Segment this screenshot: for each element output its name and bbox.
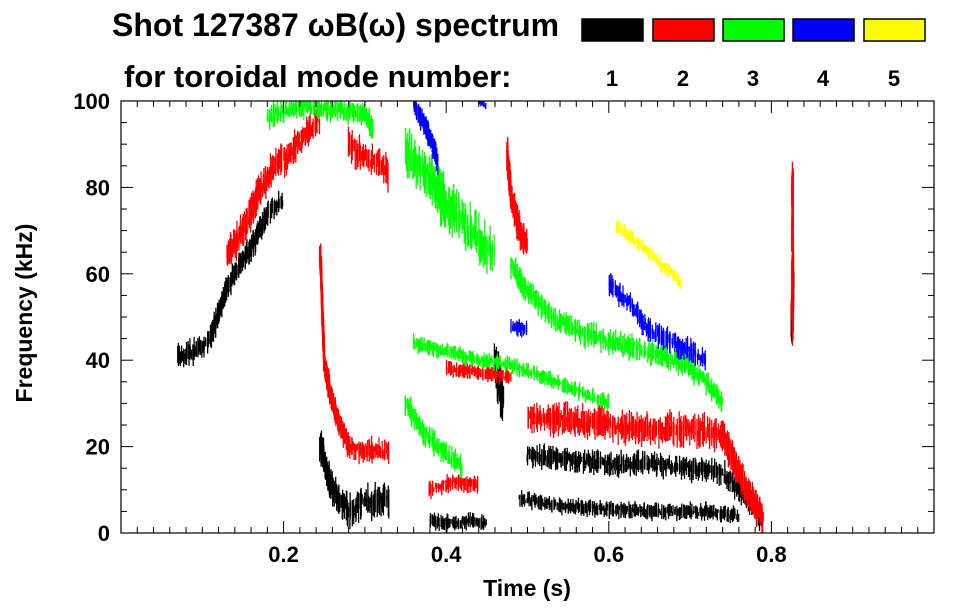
chart-title-line1: Shot 127387 ωB(ω) spectrum — [112, 7, 559, 43]
y-tick-label: 20 — [86, 435, 110, 460]
x-tick-label: 0.8 — [756, 542, 787, 567]
x-axis-label: Time (s) — [483, 575, 571, 601]
plot-frame — [120, 100, 935, 534]
legend-swatch-2 — [652, 18, 715, 42]
legend-label-1: 1 — [606, 66, 618, 91]
legend-label-3: 3 — [747, 66, 759, 91]
legend-label-2: 2 — [677, 66, 689, 91]
series-n4 — [413, 101, 706, 371]
legend-swatch-5 — [863, 18, 926, 42]
legend-swatch-3 — [722, 18, 785, 42]
x-tick-label: 0.2 — [268, 542, 299, 567]
x-tick-label: 0.4 — [431, 542, 462, 567]
series-n2 — [226, 105, 794, 533]
y-tick-label: 40 — [86, 348, 110, 373]
legend-label-5: 5 — [888, 66, 900, 91]
axis-ticks: 0.2 0.4 0.6 0.8 0 20 40 60 80 100 — [73, 89, 935, 567]
y-tick-label: 0 — [98, 521, 110, 546]
legend-swatch-4 — [792, 18, 855, 42]
series-n5 — [615, 220, 682, 290]
chart-title-line2: for toroidal mode number: — [124, 59, 512, 94]
legend: 1 2 3 4 5 — [581, 18, 926, 91]
y-tick-label: 100 — [73, 89, 110, 114]
x-tick-label: 0.6 — [594, 542, 625, 567]
legend-swatch-1 — [581, 18, 644, 42]
legend-label-4: 4 — [817, 66, 830, 91]
plot-area — [177, 101, 795, 533]
y-tick-label: 80 — [86, 175, 110, 200]
series-n3 — [266, 101, 724, 479]
y-axis-label: Frequency (kHz) — [11, 224, 37, 403]
y-tick-label: 60 — [86, 262, 110, 287]
